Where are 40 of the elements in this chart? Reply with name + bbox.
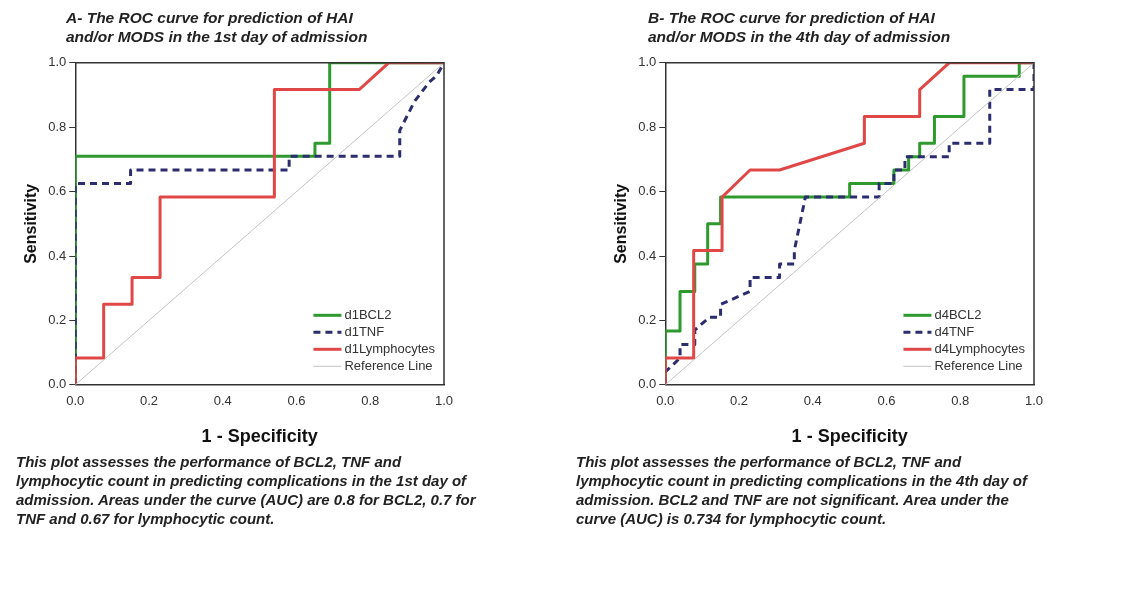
x-tick-label: 0.8 bbox=[361, 393, 380, 409]
x-tick-label: 0.2 bbox=[729, 393, 749, 409]
x-tick-label: 0.4 bbox=[803, 393, 822, 409]
y-tick-label: 0.8 bbox=[48, 118, 67, 134]
y-tick-label: 0.2 bbox=[48, 311, 67, 327]
legend-label: d4TNF bbox=[934, 323, 975, 339]
legend-label: Reference Line bbox=[934, 357, 1023, 373]
y-tick-label: 1.0 bbox=[48, 54, 67, 70]
y-tick-label: 0.0 bbox=[638, 376, 657, 392]
text: This plot assesses the performance of BCL2, TNF and lymphocytic count in predicting complications in the 1st day of admission. Areas under the curve (AUC) are 0.8 for BCL2, 0.7 for TNF and 0.67 for lymphocytic count. bbox=[16, 452, 478, 528]
x-tick-label: 0.4 bbox=[213, 393, 232, 409]
x-tick-label: 0.6 bbox=[877, 393, 896, 409]
y-tick-label: 1.0 bbox=[638, 54, 657, 70]
y-tick-label: 0.4 bbox=[638, 247, 657, 263]
y-tick-label: 0.6 bbox=[638, 183, 657, 199]
legend-label: d1TNF bbox=[344, 323, 385, 339]
y-tick-label: 0.0 bbox=[48, 376, 67, 392]
x-tick-label: 0.2 bbox=[139, 393, 159, 409]
chart-title: A- The ROC curve for prediction of HAI and/or MODS in the 1st day of admission bbox=[66, 8, 369, 47]
x-axis-title: 1 - Specificity bbox=[791, 426, 908, 447]
y-tick-label: 0.4 bbox=[48, 247, 67, 263]
y-tick-label: 0.6 bbox=[48, 183, 67, 199]
legend-label: d4BCL2 bbox=[934, 306, 982, 322]
x-tick-label: 0.0 bbox=[656, 393, 675, 409]
x-tick-label: 0.6 bbox=[287, 393, 306, 409]
x-tick-label: 1.0 bbox=[434, 393, 454, 409]
legend-label: d1Lymphocytes bbox=[344, 340, 436, 356]
x-tick-label: 1.0 bbox=[1024, 393, 1044, 409]
text: This plot assesses the performance of BCL2, TNF and lymphocytic count in predicting complications in the 4th day of admission. BCL2 and TNF are not significant. Area under the curve (AUC) is 0.734 for lymphocytic count. bbox=[576, 452, 1029, 528]
legend-label: d1BCL2 bbox=[344, 306, 392, 322]
y-tick-label: 0.8 bbox=[638, 118, 657, 134]
x-tick-label: 0.8 bbox=[951, 393, 970, 409]
y-tick-label: 0.2 bbox=[638, 311, 657, 327]
legend-label: Reference Line bbox=[344, 357, 433, 373]
x-tick-label: 0.0 bbox=[66, 393, 85, 409]
legend-label: d4Lymphocytes bbox=[934, 340, 1026, 356]
y-axis-title: Sensitivity bbox=[612, 183, 630, 264]
x-axis-title: 1 - Specificity bbox=[201, 426, 318, 447]
y-axis-title: Sensitivity bbox=[22, 183, 40, 264]
chart-title: B- The ROC curve for prediction of HAI and/or MODS in the 4th day of admission bbox=[648, 8, 952, 47]
